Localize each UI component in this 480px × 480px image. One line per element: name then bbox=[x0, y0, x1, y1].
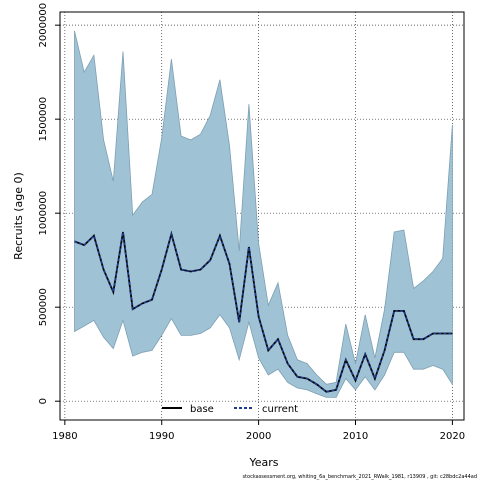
series-layer bbox=[74, 230, 453, 393]
x-tick-label: 2000 bbox=[246, 431, 271, 442]
x-tick-label: 1990 bbox=[149, 431, 174, 442]
legend: base current bbox=[162, 404, 298, 415]
y-tick-label: 500000 bbox=[38, 288, 49, 326]
y-tick-label: 2000000 bbox=[38, 3, 49, 48]
x-tick-label: 2020 bbox=[440, 431, 465, 442]
y-tick-label: 0 bbox=[38, 398, 49, 404]
x-tick-label: 1980 bbox=[52, 431, 77, 442]
y-tick-label: 1500000 bbox=[38, 97, 49, 142]
x-axis-label: Years bbox=[248, 456, 278, 469]
legend-label-current: current bbox=[262, 404, 298, 415]
y-tick-label: 1000000 bbox=[38, 191, 49, 236]
series-line-current bbox=[74, 230, 453, 393]
confidence-band bbox=[74, 30, 453, 398]
y-axis: 0 500000 1000000 1500000 2000000 bbox=[38, 3, 60, 404]
chart-caption: stockassessment.org, whiting_6a_benchmar… bbox=[242, 474, 477, 480]
legend-label-base: base bbox=[190, 404, 214, 415]
plot-frame bbox=[59, 11, 465, 421]
x-tick-label: 2010 bbox=[343, 431, 368, 442]
x-axis: 1980 1990 2000 2010 2020 bbox=[52, 420, 465, 442]
y-axis-label: Recruits (age 0) bbox=[12, 172, 25, 260]
